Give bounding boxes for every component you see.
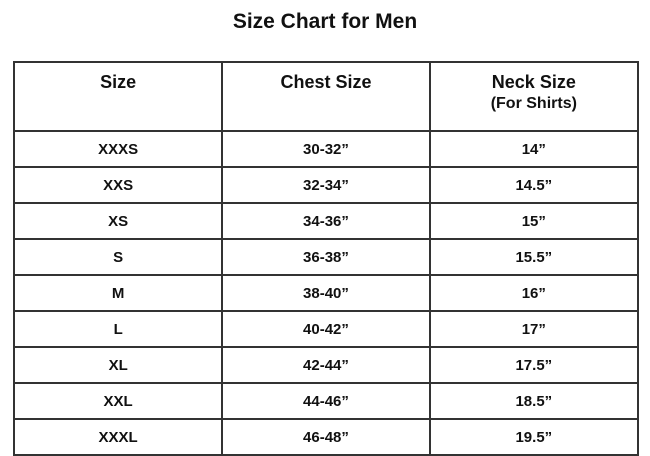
cell-chest: 44-46” xyxy=(221,382,431,420)
header-row: Size Chest Size Neck Size (For Shirts) xyxy=(12,61,640,132)
cell-neck: 15.5” xyxy=(428,238,640,276)
header-neck-sub: (For Shirts) xyxy=(490,95,577,112)
cell-neck: 16” xyxy=(428,274,640,312)
cell-size: XXXL xyxy=(12,418,224,456)
table-row: XXS 32-34” 14.5” xyxy=(12,166,640,204)
cell-neck: 18.5” xyxy=(428,382,640,420)
cell-neck: 14.5” xyxy=(428,166,640,204)
cell-chest: 34-36” xyxy=(221,202,431,240)
table-row: L 40-42” 17” xyxy=(12,310,640,348)
size-chart-table: Size Chest Size Neck Size (For Shirts) X… xyxy=(12,61,640,456)
table-row: XXXS 30-32” 14” xyxy=(12,130,640,168)
cell-neck: 19.5” xyxy=(428,418,640,456)
page-title: Size Chart for Men xyxy=(232,10,418,33)
cell-chest: 30-32” xyxy=(221,130,431,168)
header-neck-label: Neck Size xyxy=(491,72,576,92)
header-neck: Neck Size (For Shirts) xyxy=(428,61,640,132)
table-row: XS 34-36” 15” xyxy=(12,202,640,240)
header-size: Size xyxy=(12,61,224,132)
cell-chest: 36-38” xyxy=(221,238,431,276)
cell-chest: 38-40” xyxy=(221,274,431,312)
cell-size: S xyxy=(12,238,224,276)
cell-size: M xyxy=(12,274,224,312)
table-row: XXXL 46-48” 19.5” xyxy=(12,418,640,456)
cell-neck: 14” xyxy=(428,130,640,168)
cell-chest: 32-34” xyxy=(221,166,431,204)
cell-chest: 42-44” xyxy=(221,346,431,384)
cell-size: XL xyxy=(12,346,224,384)
header-chest: Chest Size xyxy=(221,61,431,132)
cell-size: XXXS xyxy=(12,130,224,168)
cell-size: L xyxy=(12,310,224,348)
cell-chest: 46-48” xyxy=(221,418,431,456)
cell-neck: 17.5” xyxy=(428,346,640,384)
table-row: XXL 44-46” 18.5” xyxy=(12,382,640,420)
table-row: M 38-40” 16” xyxy=(12,274,640,312)
cell-chest: 40-42” xyxy=(221,310,431,348)
cell-size: XS xyxy=(12,202,224,240)
cell-neck: 17” xyxy=(428,310,640,348)
cell-size: XXS xyxy=(12,166,224,204)
cell-size: XXL xyxy=(12,382,224,420)
table-row: S 36-38” 15.5” xyxy=(12,238,640,276)
table-row: XL 42-44” 17.5” xyxy=(12,346,640,384)
cell-neck: 15” xyxy=(428,202,640,240)
